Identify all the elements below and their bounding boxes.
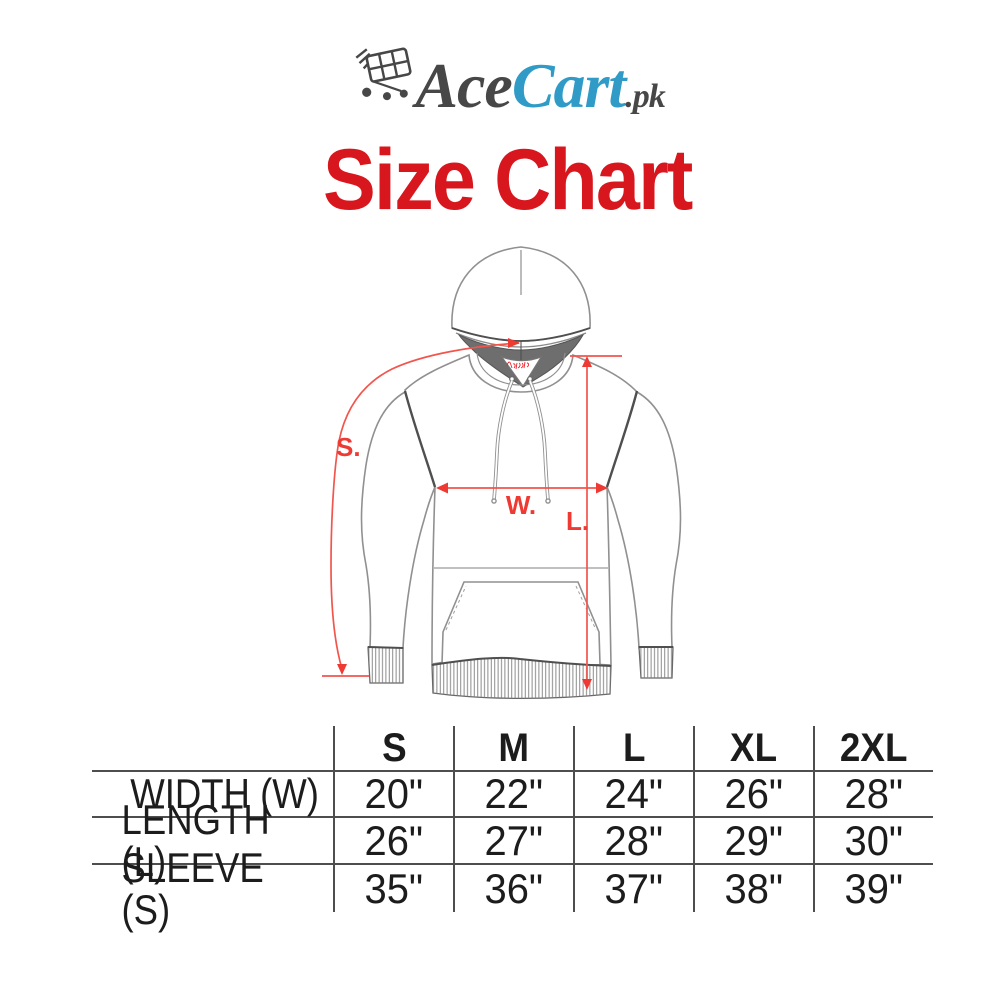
table-cell: 26" [333, 818, 453, 865]
size-column-header-m: M [453, 726, 573, 772]
table-cell: 35" [333, 865, 453, 912]
right-cuff [638, 646, 674, 679]
page-title: Size Chart [322, 132, 693, 228]
row-label-length: LENGTH (L) [92, 798, 333, 882]
brand-domain-suffix: .pk [625, 78, 665, 115]
size-column-header-l: L [573, 726, 693, 772]
table-cell: 39" [813, 865, 933, 912]
brand-name-cart: Cart [511, 50, 626, 121]
brand-wordmark: AceCart.pk [415, 54, 665, 118]
hem-band [431, 656, 612, 700]
size-table-corner-cell [92, 726, 333, 772]
hoodie-sleeves [360, 390, 682, 649]
hoodie-measurement-diagram: S. W. L. [280, 235, 720, 713]
right-armhole-seam [605, 390, 639, 488]
measurement-arrowheads [337, 338, 608, 690]
length-measure-line [570, 355, 622, 684]
length-measure-label: L. [566, 506, 589, 536]
size-chart-table: S M L XL 2XL WIDTH (W) 20" 22" 24" 26" 2… [92, 726, 933, 933]
brand-logo: AceCart.pk [10, 42, 1000, 118]
table-cell: 22" [453, 772, 573, 818]
table-cell: 29" [693, 818, 813, 865]
shopping-cart-icon [355, 47, 412, 101]
brand-name-ace: Ace [415, 50, 512, 121]
left-armhole-seam [403, 390, 437, 488]
table-cell: 30" [813, 818, 933, 865]
table-cell: 37" [573, 865, 693, 912]
table-cell: 28" [813, 772, 933, 818]
row-label-width: WIDTH (W) [92, 772, 333, 818]
size-column-header-xl: XL [693, 726, 813, 772]
hood [451, 246, 591, 388]
width-measure-label: W. [506, 490, 536, 520]
kangaroo-pocket [441, 581, 601, 665]
sleeve-measure-label: S. [336, 432, 361, 462]
table-cell: 28" [573, 818, 693, 865]
hoodie-line-art: S. W. L. [322, 246, 682, 700]
table-cell: 27" [453, 818, 573, 865]
table-cell: 24" [573, 772, 693, 818]
table-cell: 20" [333, 772, 453, 818]
table-cell: 36" [453, 865, 573, 912]
table-cell: 38" [693, 865, 813, 912]
size-column-header-s: S [333, 726, 453, 772]
row-label-sleeve: SLEEVE (S) [121, 843, 264, 933]
left-cuff [367, 646, 404, 684]
table-cell: 26" [693, 772, 813, 818]
sleeve-measure-line [330, 342, 520, 670]
measurement-annotations [322, 342, 622, 684]
size-column-header-2xl: 2XL [813, 726, 933, 772]
collar-brand-mark [506, 361, 529, 370]
collar-inner-arc [476, 352, 566, 386]
